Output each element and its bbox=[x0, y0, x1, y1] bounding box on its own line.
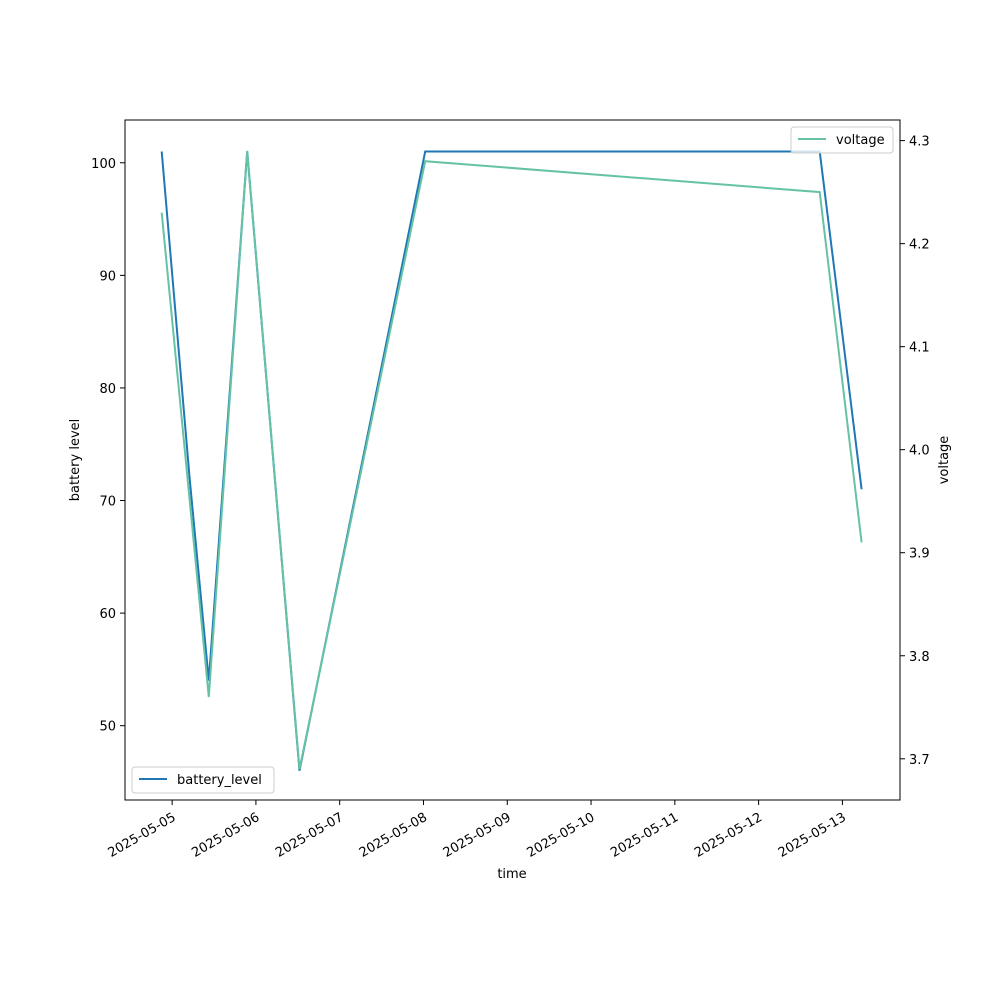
x-axis-label: time bbox=[497, 867, 526, 882]
left-y-tick-label: 80 bbox=[99, 382, 116, 397]
right-y-axis-label: voltage bbox=[937, 436, 952, 485]
x-tick-label: 2025-05-09 bbox=[441, 810, 514, 861]
x-tick-label: 2025-05-06 bbox=[189, 810, 262, 861]
legend-battery-level-label: battery_level bbox=[177, 773, 262, 788]
x-tick-label: 2025-05-13 bbox=[776, 810, 849, 861]
left-y-tick-label: 90 bbox=[99, 269, 116, 284]
legend-voltage: voltage bbox=[790, 126, 894, 154]
right-y-tick-label: 3.8 bbox=[909, 650, 930, 665]
right-y-tick-label: 4.2 bbox=[909, 238, 930, 253]
legend-battery-level-box bbox=[131, 766, 275, 794]
x-tick-label: 2025-05-07 bbox=[273, 810, 346, 861]
right-y-tick-label: 3.9 bbox=[909, 547, 930, 562]
x-tick-label: 2025-05-12 bbox=[692, 810, 765, 861]
legend-voltage-label: voltage bbox=[836, 133, 885, 148]
right-y-axis-ticks: 3.7 3.8 3.9 4.0 4.1 4.2 4.3 bbox=[900, 135, 930, 768]
right-y-tick-label: 4.1 bbox=[909, 341, 930, 356]
right-y-tick-label: 4.3 bbox=[909, 135, 930, 150]
right-y-tick-label: 3.7 bbox=[909, 753, 930, 768]
x-tick-label: 2025-05-10 bbox=[525, 810, 598, 861]
x-tick-label: 2025-05-08 bbox=[357, 810, 430, 861]
left-y-axis-label: battery level bbox=[68, 419, 83, 502]
series-line-battery-level bbox=[160, 150, 863, 771]
plot-frame bbox=[124, 119, 901, 801]
series-line-voltage bbox=[160, 150, 863, 770]
left-y-tick-label: 50 bbox=[99, 720, 116, 735]
x-axis-ticks: 2025-05-05 2025-05-06 2025-05-07 2025-05-08… bbox=[106, 800, 849, 861]
legend-voltage-box bbox=[790, 126, 894, 154]
left-y-tick-label: 60 bbox=[99, 607, 116, 622]
series-layer bbox=[160, 150, 863, 771]
legend-battery-level: battery_level bbox=[131, 766, 275, 794]
left-y-tick-label: 100 bbox=[91, 157, 116, 172]
right-y-tick-label: 4.0 bbox=[909, 444, 930, 459]
left-y-tick-label: 70 bbox=[99, 495, 116, 510]
x-tick-label: 2025-05-11 bbox=[608, 810, 681, 861]
left-y-axis-ticks: 50 60 70 80 90 100 bbox=[91, 157, 125, 735]
x-tick-label: 2025-05-05 bbox=[106, 810, 179, 861]
